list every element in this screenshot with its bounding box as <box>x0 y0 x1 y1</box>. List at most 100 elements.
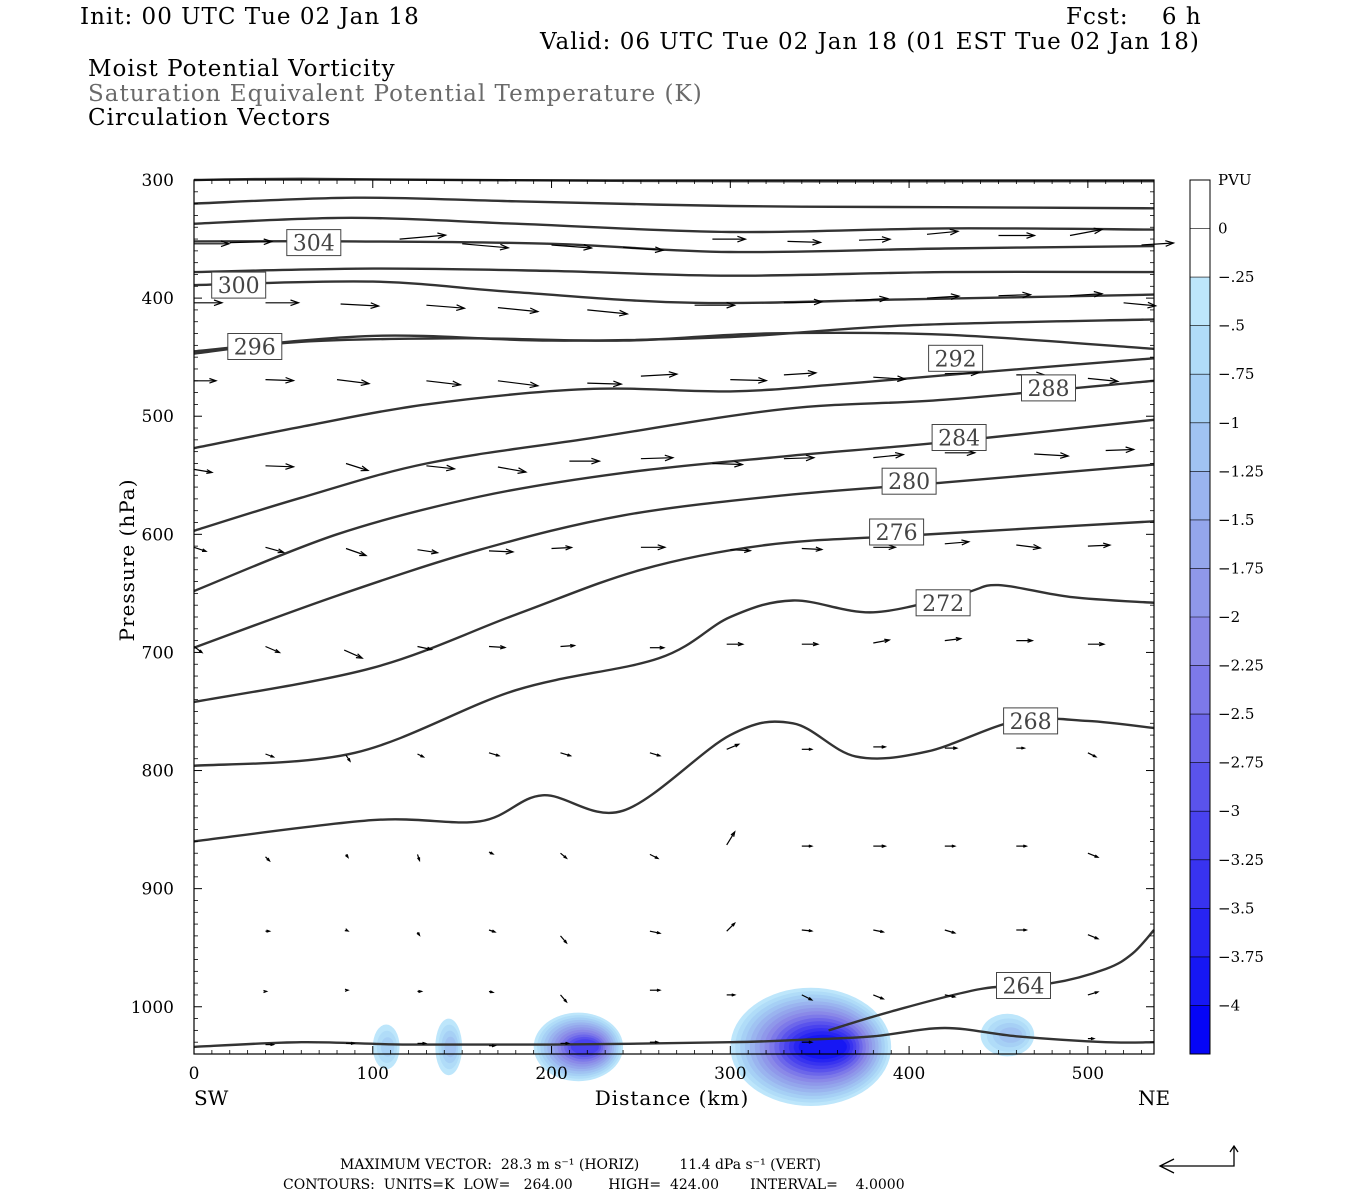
contour-label-text: 284 <box>938 427 980 452</box>
vector-shaft <box>462 243 509 249</box>
colorbar-label: −2.5 <box>1218 705 1254 723</box>
vector-shaft <box>926 230 959 235</box>
circulation-vector <box>873 375 908 383</box>
colorbar-label: −2.75 <box>1218 754 1264 772</box>
vector-head <box>270 754 276 758</box>
vector-head <box>505 548 515 555</box>
vector-shaft <box>801 547 822 551</box>
circulation-vector <box>417 549 440 555</box>
circulation-vector <box>783 370 818 377</box>
contour-280 <box>193 463 1155 649</box>
vector-head <box>1093 290 1104 298</box>
circulation-vector <box>488 851 495 855</box>
vector-head <box>1094 936 1100 940</box>
colorbar-swatch <box>1190 228 1210 278</box>
vector-shaft <box>560 644 575 648</box>
vector-head <box>563 998 568 1004</box>
y-tick-label: 400 <box>142 289 174 309</box>
circulation-vector <box>229 238 274 246</box>
contour-label-box <box>1021 374 1076 402</box>
vector-head <box>277 548 286 554</box>
circulation-vector <box>726 743 741 750</box>
vector-shaft <box>426 465 455 470</box>
colorbar-label: −2.25 <box>1218 657 1264 675</box>
vector-head <box>1165 240 1176 247</box>
circulation-vector <box>416 931 421 937</box>
vector-head <box>659 645 666 650</box>
contour-label-box <box>227 333 283 360</box>
vector-head <box>422 1041 428 1045</box>
contour-label-text: 276 <box>876 521 918 546</box>
vector-shaft <box>417 645 432 651</box>
contour-label: 268 <box>1003 707 1059 735</box>
vector-shaft <box>551 244 592 249</box>
circulation-vector <box>551 244 594 251</box>
vector-shaft <box>944 541 969 545</box>
contour-label-text: 304 <box>293 232 335 257</box>
vector-shaft <box>265 546 284 553</box>
vector-shaft <box>497 380 538 387</box>
contour-label-box <box>931 424 987 451</box>
vector-shaft <box>587 309 628 315</box>
reference-vector-head-horiz <box>1158 1158 1175 1174</box>
vector-head <box>563 939 568 945</box>
vector-head <box>344 928 350 932</box>
circulation-vector <box>783 298 824 306</box>
vector-head <box>656 930 662 935</box>
contour-label-box <box>996 972 1051 999</box>
colorbar-swatch <box>1190 956 1210 1006</box>
vector-shaft <box>497 466 527 473</box>
circulation-vector <box>1016 746 1027 750</box>
vector-shaft <box>1034 453 1069 457</box>
circulation-vector <box>944 746 959 750</box>
vector-head <box>1059 452 1071 459</box>
vector-head <box>808 1040 814 1044</box>
vector-head <box>1093 227 1104 235</box>
circulation-vector <box>417 753 426 758</box>
x-axis-label: Distance (km) <box>595 1086 750 1110</box>
vector-shaft <box>855 297 888 302</box>
circulation-vector <box>787 238 823 246</box>
contour-306 <box>193 216 1155 234</box>
contour-label: 304 <box>286 229 342 257</box>
circulation-vector <box>265 546 286 554</box>
circulation-vector <box>345 462 370 472</box>
vector-shaft <box>1087 377 1118 382</box>
contour-300 <box>193 280 1155 305</box>
vector-head <box>952 746 959 750</box>
vector-shaft <box>229 241 272 244</box>
colorbar-swatch <box>1190 714 1210 764</box>
circulation-vector <box>560 935 568 945</box>
vector-head <box>813 298 824 306</box>
vector-head <box>489 851 495 855</box>
circulation-vector <box>801 1040 814 1044</box>
circulation-vector <box>873 929 886 933</box>
colorbar-swatch <box>1190 422 1210 472</box>
colorbar-label: −3 <box>1218 802 1240 820</box>
circulation-vector <box>1034 452 1071 459</box>
vector-shaft <box>726 922 736 932</box>
vector-head <box>656 753 662 757</box>
vector-shaft <box>726 831 736 846</box>
circulation-vector <box>873 638 892 644</box>
colorbar-swatch <box>1190 762 1210 812</box>
vector-head <box>456 304 467 311</box>
contour-label-box <box>915 589 971 617</box>
theta-es-contours <box>193 177 1155 1049</box>
circulation-vector <box>488 548 515 555</box>
y-tick-label: 1000 <box>131 998 174 1018</box>
circulation-vector <box>1016 844 1029 848</box>
circulation-vector <box>488 752 501 757</box>
vector-head <box>1022 291 1033 299</box>
vector-shaft <box>193 546 207 552</box>
forecast-hour: Fcst: 6 h <box>1066 4 1202 30</box>
vector-head <box>274 648 282 654</box>
circulation-vector <box>265 1042 276 1047</box>
vector-head <box>266 929 272 933</box>
vector-head <box>489 990 495 994</box>
circulation-vector <box>346 1041 356 1045</box>
contour-label-text: 272 <box>922 592 964 617</box>
circulation-vector <box>873 844 888 848</box>
circulation-vector <box>855 295 890 303</box>
vector-head <box>807 370 818 377</box>
